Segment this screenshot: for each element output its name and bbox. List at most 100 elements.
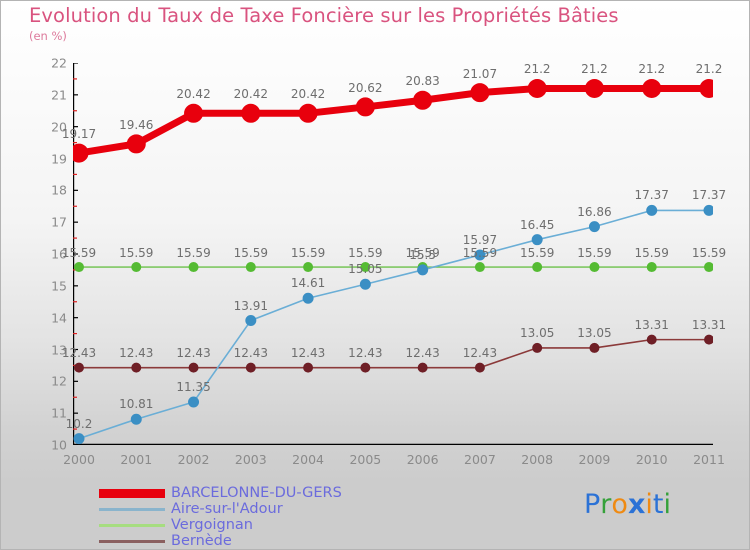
series-point[interactable] [474,262,485,273]
series-point[interactable] [532,342,543,353]
legend-color-swatch [99,539,165,543]
series-point[interactable] [699,78,713,98]
series-point[interactable] [474,249,486,261]
series-line [78,209,710,440]
legend-label: BARCELONNE-DU-GERS [171,485,342,501]
x-axis-tick-label: 2001 [120,452,153,467]
y-axis-tick-label: 20 [51,119,67,135]
legend-label: Aire-sur-l'Adour [171,501,283,517]
series-point[interactable] [188,362,199,373]
series-point[interactable] [589,342,600,353]
y-axis-tick-label: 16 [51,246,67,262]
series-point[interactable] [413,90,433,110]
y-axis-tick-label: 22 [51,55,67,71]
series-point[interactable] [303,262,314,273]
series-point[interactable] [532,262,543,273]
x-axis-tick-label: 2003 [234,452,267,467]
series-point[interactable] [704,262,714,273]
series-point[interactable] [584,78,604,98]
series-point[interactable] [241,103,261,123]
series-point[interactable] [245,362,256,373]
logo-letter-i1: i [645,489,653,520]
x-axis-labels: 2000 2001 2002 2003 2004 2005 2006 2007 2008 2009… [63,450,725,470]
x-axis-tick-label: 2008 [521,452,554,467]
series-line [78,338,710,369]
proxiti-logo[interactable]: Proxiti [584,489,671,520]
page-title: Evolution du Taux de Taxe Foncière sur l… [29,4,619,27]
logo-letter-r: r [600,489,612,520]
series-point[interactable] [131,262,142,273]
x-axis-tick-label: 2002 [177,452,210,467]
series-point[interactable] [303,362,314,373]
legend-item[interactable]: Aire-sur-l'Adour [99,501,459,517]
series-point[interactable] [642,78,662,98]
series-point[interactable] [646,204,658,216]
y-axis-tick-label: 14 [51,310,67,326]
plot-area: 15.59 15.59 15.59 15.59 15.59 15.59 15.59 15.59… [62,62,726,445]
y-axis-tick-label: 12 [51,373,67,389]
series-point[interactable] [646,334,657,345]
series-point[interactable] [703,204,713,216]
y-axis-labels: 10 11 12 13 14 15 16 17 18 19 20 21 22 [27,56,67,453]
legend-label: Vergoignan [171,517,253,533]
series-point[interactable] [360,362,371,373]
series-point[interactable] [130,413,142,425]
series-point[interactable] [74,262,84,273]
series-point[interactable] [531,234,543,246]
series-point[interactable] [527,78,547,98]
series-point[interactable] [646,262,657,273]
series-point[interactable] [417,264,429,276]
series-point[interactable] [74,362,84,373]
series-point[interactable] [474,362,485,373]
series-point[interactable] [417,362,428,373]
series-point[interactable] [188,396,200,408]
y-axis-tick-label: 15 [51,278,67,294]
series-point[interactable] [131,362,142,373]
x-axis-tick-label: 2004 [292,452,324,467]
x-axis-tick-label: 2009 [578,452,611,467]
chart-legend: BARCELONNE-DU-GERS Aire-sur-l'Adour Vergoi… [99,485,459,549]
legend-item[interactable]: Bernède [99,533,459,549]
series-point[interactable] [298,103,318,123]
x-axis-tick-label: 2006 [406,452,439,467]
y-axis-tick-label: 19 [51,151,67,166]
y-axis-tick-label: 18 [51,182,67,198]
series-point[interactable] [245,262,256,273]
x-axis-tick-label: 2010 [635,452,668,467]
series-point[interactable] [73,143,89,163]
series-point[interactable] [588,221,600,233]
x-axis-tick-label: 2007 [464,452,496,467]
y-axis-tick-label: 11 [51,405,67,421]
series-point[interactable] [355,97,375,117]
y-axis-tick-label: 13 [51,342,67,357]
logo-letter-p: P [584,489,601,520]
legend-item[interactable]: Vergoignan [99,517,459,533]
series-point[interactable] [360,262,371,273]
logo-letter-x: x [627,489,646,520]
title-block: Evolution du Taux de Taxe Foncière sur l… [29,4,729,43]
series-point[interactable] [302,292,314,304]
series-point[interactable] [126,134,146,154]
logo-letter-t: t [652,489,664,520]
series-point[interactable] [359,278,371,290]
y-axis-tick-label: 10 [51,437,67,453]
series-point[interactable] [704,334,714,345]
legend-color-swatch [99,523,165,527]
x-axis-tick-label: 2000 [63,452,95,467]
series-point[interactable] [73,433,85,445]
chart-subtitle: (en %) [29,29,67,43]
x-axis-tick-label: 2005 [349,452,382,467]
legend-color-swatch [99,507,165,511]
series-point[interactable] [589,262,600,273]
x-axis-tick-label: 2011 [693,452,725,467]
y-axis-tick-label: 21 [51,87,67,103]
series-point[interactable] [470,83,490,103]
series-point[interactable] [188,262,199,273]
legend-item[interactable]: BARCELONNE-DU-GERS [99,485,459,501]
logo-letter-i2: i [663,489,671,520]
series-point[interactable] [245,315,257,327]
series-line [75,84,713,157]
legend-color-swatch [99,488,165,498]
series-point[interactable] [184,103,204,123]
